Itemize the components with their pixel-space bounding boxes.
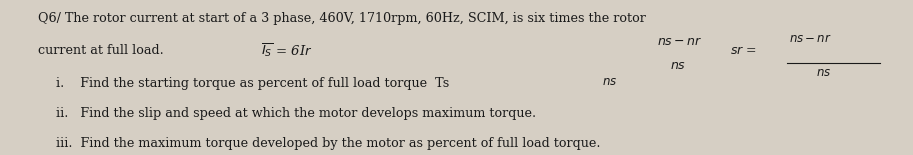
Text: $ns$: $ns$ <box>603 75 617 88</box>
Text: current at full load.: current at full load. <box>37 44 163 57</box>
Text: $ns$: $ns$ <box>670 59 687 72</box>
Text: ii.   Find the slip and speed at which the motor develops maximum torque.: ii. Find the slip and speed at which the… <box>56 107 536 120</box>
Text: $sr$ =: $sr$ = <box>729 44 756 57</box>
Text: iii.  Find the maximum torque developed by the motor as percent of full load tor: iii. Find the maximum torque developed b… <box>56 137 601 151</box>
Text: Q6/ The rotor current at start of a 3 phase, 460V, 1710rpm, 60Hz, SCIM, is six t: Q6/ The rotor current at start of a 3 ph… <box>37 12 645 25</box>
Text: $ns-nr$: $ns-nr$ <box>789 32 832 45</box>
Text: i.    Find the starting torque as percent of full load torque  Ts: i. Find the starting torque as percent o… <box>56 77 449 90</box>
Text: $ns-nr$: $ns-nr$ <box>656 35 702 48</box>
Text: $\overline{I_S}$ = 6I$\it{r}$: $\overline{I_S}$ = 6I$\it{r}$ <box>261 41 312 59</box>
Text: $ns$: $ns$ <box>816 66 832 79</box>
